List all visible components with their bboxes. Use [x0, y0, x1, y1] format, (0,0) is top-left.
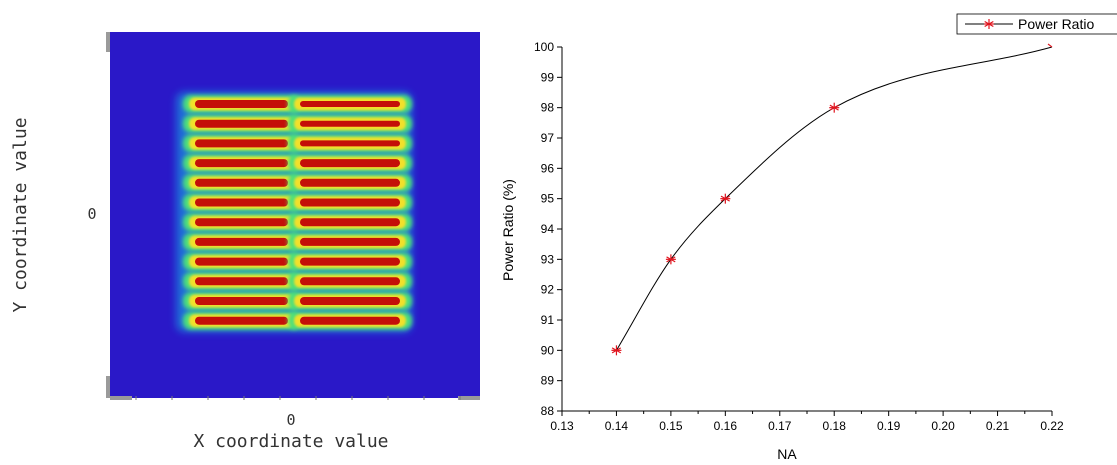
x-tick-label: 0.20: [931, 419, 955, 433]
y-tick-label: 91: [541, 313, 555, 327]
y-tick-label: 100: [534, 40, 554, 54]
y-tick-label: 98: [541, 101, 555, 115]
heatmap-stripe-core: [195, 257, 288, 266]
frame-mark-right-bottom: [458, 396, 480, 400]
frame-mark-top-left: [106, 32, 110, 52]
y-tick-label: 88: [541, 404, 555, 418]
legend-marker: [984, 19, 994, 29]
x-tick-label: 0.13: [550, 419, 574, 433]
heatmap-stripe-core: [300, 316, 400, 325]
legend: Power Ratio: [956, 13, 1117, 35]
heatmap-stripe-core: [195, 198, 288, 207]
line-chart-axes: [561, 47, 1052, 412]
heatmap-stripe-core: [300, 120, 400, 127]
y-tick-label: 92: [541, 283, 555, 297]
y-tick-label: 95: [541, 192, 555, 206]
heatmap-stripe-core: [195, 297, 288, 305]
y-tick-label: 90: [541, 343, 555, 357]
heatmap-stripe-core: [195, 139, 288, 148]
series-marker: [1047, 43, 1053, 48]
y-tick-label: 93: [541, 252, 555, 266]
heatmap-stripe-core: [300, 198, 400, 207]
legend-marker-asterisk: [984, 19, 994, 29]
x-tick-label: 0.17: [768, 419, 792, 433]
y-tick-label: 96: [541, 161, 555, 175]
y-tick-label: 89: [541, 374, 555, 388]
heatmap-stripe-core: [300, 277, 400, 286]
heatmap-stripe-core: [300, 140, 400, 147]
heatmap-stripe-core: [195, 277, 288, 286]
heatmap-stripe-core: [300, 159, 400, 168]
heatmap-stripe-core: [300, 257, 400, 266]
series-line-power-ratio: [616, 46, 1053, 351]
y-tick-label: 99: [541, 70, 555, 84]
heatmap-stripe-core: [300, 178, 400, 187]
series-markers-power-ratio: [611, 43, 1053, 356]
heatmap-x-tick-label: 0: [286, 411, 295, 429]
frame-mark-bottom-left: [106, 376, 110, 398]
x-tick-label: 0.16: [714, 419, 738, 433]
legend-label: Power Ratio: [1018, 16, 1094, 32]
heatmap-stripe-core: [195, 218, 288, 227]
line-chart-x-axis-label: NA: [777, 446, 797, 462]
heatmap-stripe-core: [300, 297, 400, 305]
y-tick-label: 97: [541, 131, 555, 145]
series-marker: [720, 193, 731, 204]
heatmap-stripe-core: [300, 218, 400, 227]
line-chart-y-ticks: 88 89 90 91 92 93 94 95 96 97 98 99 100: [534, 40, 562, 418]
series-marker: [665, 254, 676, 265]
heatmap-y-tick-label: 0: [87, 205, 96, 223]
heatmap-panel: 0 0 X coordinate value Y coordinate valu…: [10, 32, 480, 452]
legend-box: [956, 13, 1117, 35]
y-tick-label: 94: [541, 222, 555, 236]
heatmap-stripe-core: [195, 100, 288, 108]
heatmap-stripe-core: [195, 178, 288, 187]
heatmap-y-axis-label: Y coordinate value: [10, 117, 31, 312]
line-chart-y-axis-label: Power Ratio (%): [500, 179, 516, 281]
frame-mark-left-bottom: [110, 396, 132, 400]
x-tick-label: 0.14: [605, 419, 629, 433]
heatmap-x-ticks: [135, 396, 461, 400]
heatmap-x-axis-label: X coordinate value: [193, 431, 388, 452]
heatmap-stripe-core: [195, 237, 288, 246]
heatmap-stripes: [176, 92, 412, 332]
line-chart-panel: 0.13 0.14 0.15 0.16 0.17 0.18 0.19 0.20 0.21 0.22…: [500, 13, 1117, 462]
heatmap-stripe-core: [195, 159, 288, 168]
heatmap-stripe-core: [195, 119, 288, 128]
series-marker: [611, 345, 622, 356]
heatmap-stripe-core: [300, 237, 400, 246]
x-tick-label: 0.22: [1040, 419, 1064, 433]
line-chart-x-ticks: 0.13 0.14 0.15 0.16 0.17 0.18 0.19 0.20 0.21 0.22: [550, 411, 1064, 433]
heatmap-stripe-core: [300, 101, 400, 107]
heatmap-stripe-core: [195, 316, 288, 325]
series-marker: [829, 102, 840, 113]
x-tick-label: 0.19: [877, 419, 901, 433]
x-tick-label: 0.15: [659, 419, 683, 433]
x-tick-label: 0.21: [986, 419, 1010, 433]
x-tick-label: 0.18: [823, 419, 847, 433]
